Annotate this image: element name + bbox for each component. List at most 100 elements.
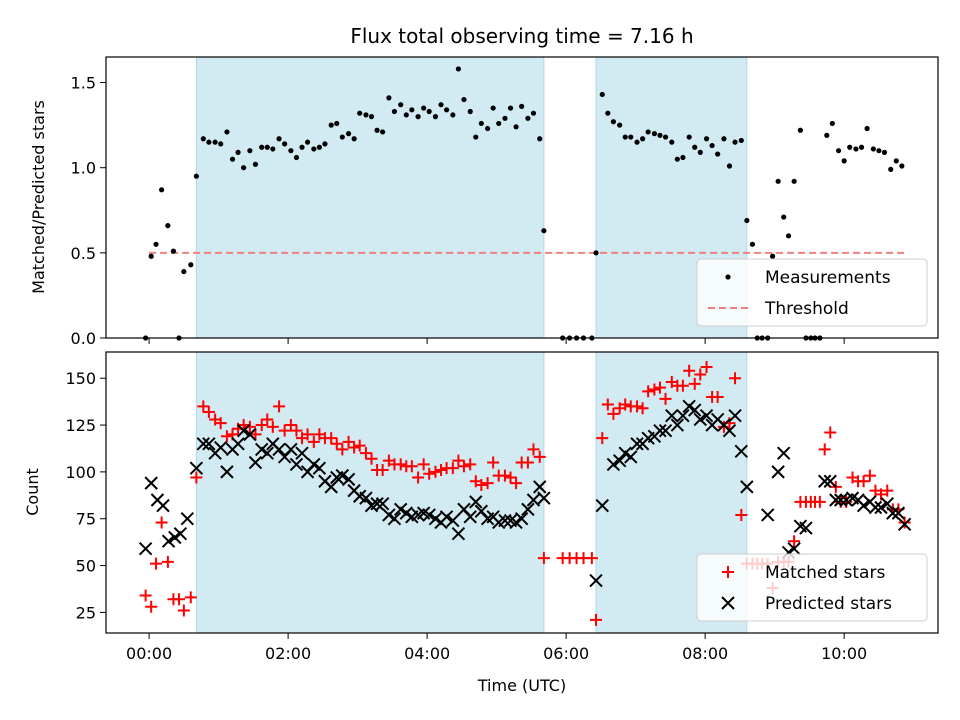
measurement-point — [455, 66, 462, 72]
predicted-star-point — [243, 427, 257, 442]
matched-star-point — [359, 447, 372, 460]
predicted-star-point — [161, 534, 176, 548]
measurement-point — [443, 107, 450, 113]
measurement-point — [899, 163, 905, 169]
measurement-point — [775, 178, 781, 184]
measurement-point — [651, 131, 658, 137]
bottom-axes-frame — [105, 351, 939, 634]
measurement-point — [339, 134, 345, 140]
top-legend: Measurements Threshold — [696, 258, 928, 327]
measurement-point — [829, 120, 835, 127]
predicted-star-point — [173, 527, 188, 541]
predicted-star-point — [833, 493, 848, 507]
matched-star-point — [857, 475, 870, 488]
predicted-star-point — [886, 506, 900, 520]
measurement-point — [721, 136, 727, 142]
y-tick-label: 150 — [65, 369, 96, 388]
legend-predicted-marker — [721, 596, 735, 610]
y-tick-label: 50 — [76, 557, 96, 576]
matched-star-point — [590, 613, 603, 626]
measurement-point — [496, 120, 502, 127]
predicted-star-point — [446, 513, 460, 528]
matched-star-point — [585, 552, 598, 565]
measurement-point — [316, 144, 322, 150]
measurement-point — [593, 250, 599, 256]
predicted-star-point — [202, 437, 216, 451]
matched-star-point — [694, 368, 707, 381]
measurement-point — [432, 114, 439, 120]
predicted-star-point — [799, 521, 813, 535]
x-tick-label: 08:00 — [682, 644, 728, 663]
y-tick-label: 75 — [76, 510, 96, 529]
predicted-star-point — [734, 444, 749, 458]
predicted-star-point — [761, 508, 775, 522]
bottom-legend-box — [696, 553, 928, 622]
x-tick-label: 10:00 — [821, 644, 867, 663]
top-axis-ticks: 0.0 0.5 1.0 1.5 — [71, 74, 845, 348]
y-tick-label: 0.5 — [71, 244, 96, 263]
matched-star-point — [290, 424, 303, 437]
matched-star-point — [249, 428, 262, 441]
matched-star-point — [365, 452, 378, 465]
measurement-point — [200, 136, 206, 142]
predicted-stars-series — [138, 399, 912, 588]
matched-star-point — [653, 381, 666, 394]
measurement-point — [264, 144, 270, 150]
measurement-point — [599, 91, 605, 98]
matched-star-point — [510, 477, 523, 490]
predicted-star-point — [439, 510, 454, 524]
predicted-star-point — [612, 453, 627, 468]
predicted-star-point — [817, 474, 832, 488]
predicted-star-point — [289, 457, 304, 472]
y-tick-label: 125 — [65, 416, 96, 435]
predicted-star-point — [676, 408, 690, 423]
matched-star-point — [607, 407, 620, 420]
measurement-point — [386, 95, 392, 101]
measurement-point — [322, 141, 328, 147]
predicted-star-point — [880, 497, 894, 511]
predicted-star-point — [260, 446, 274, 460]
matched-star-point — [190, 471, 203, 484]
measurement-point — [703, 136, 710, 142]
measurement-point — [328, 122, 334, 128]
matched-star-point — [711, 390, 724, 403]
measurement-point — [218, 141, 224, 147]
matched-star-point — [342, 435, 355, 448]
predicted-star-point — [771, 465, 785, 479]
top-panel: 0.0 0.5 1.0 1.5 Matched/Predicted stars Mea… — [29, 56, 939, 348]
predicted-star-point — [630, 437, 644, 451]
measurement-point — [697, 149, 703, 155]
measurement-point — [490, 105, 496, 111]
measurement-point — [398, 102, 404, 108]
predicted-star-point — [595, 498, 609, 513]
measurement-point — [478, 120, 484, 127]
measurement-point — [293, 154, 300, 161]
bottom-legend: Matched stars Predicted stars — [696, 553, 928, 622]
measurement-point — [181, 268, 187, 275]
matched-star-point — [457, 460, 470, 473]
measurement-point — [345, 131, 352, 137]
legend-predicted-label: Predicted stars — [765, 594, 892, 614]
measurement-point — [467, 108, 473, 115]
predicted-star-point — [463, 510, 477, 524]
measurement-point — [841, 158, 847, 164]
matched-star-point — [729, 372, 742, 385]
matched-star-point — [155, 516, 168, 529]
measurement-point — [617, 122, 623, 128]
measurement-point — [159, 187, 165, 193]
matched-star-point — [619, 398, 632, 411]
matched-star-point — [139, 589, 152, 602]
predicted-star-point — [236, 423, 251, 438]
top-y-axis-label: Matched/Predicted stars — [29, 100, 48, 294]
matched-star-point — [818, 443, 831, 456]
measurement-point — [605, 110, 611, 116]
matched-star-point — [636, 402, 649, 415]
measurement-point — [645, 129, 651, 135]
bottom-y-axis-label: Count — [23, 468, 42, 516]
matched-star-point — [601, 398, 614, 411]
y-tick-label: 25 — [76, 603, 96, 622]
measurement-point — [484, 125, 491, 132]
measurement-point — [507, 105, 514, 111]
measurement-point — [282, 141, 288, 147]
